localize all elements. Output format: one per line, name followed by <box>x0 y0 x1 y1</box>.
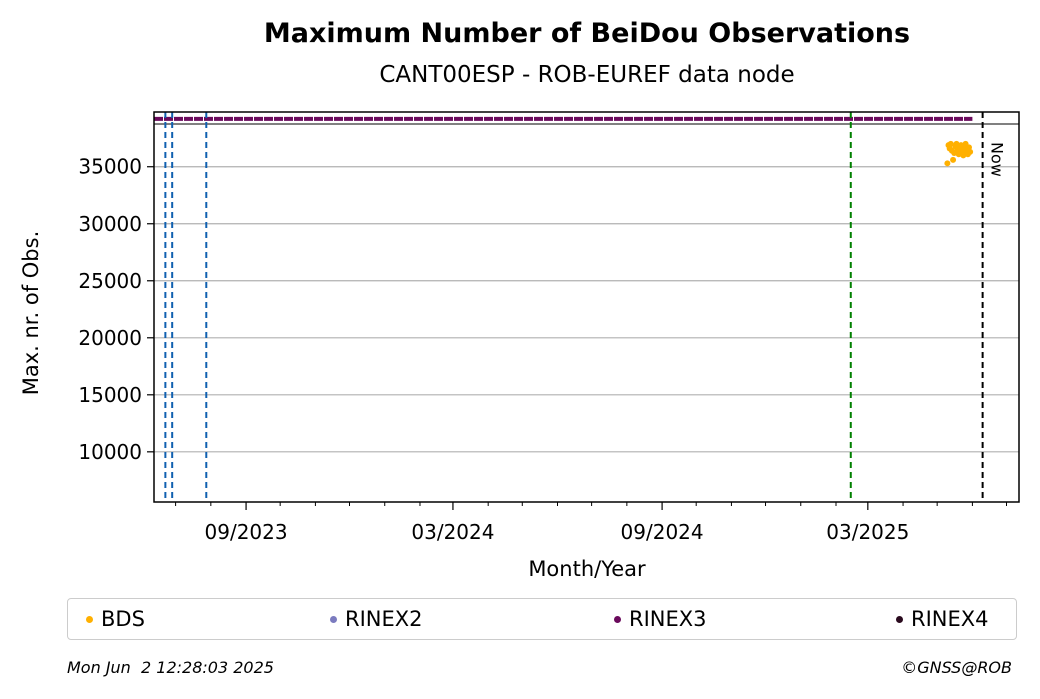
bds-point <box>967 148 974 155</box>
legend-label-bds: BDS <box>101 607 145 631</box>
x-tick-label: 03/2025 <box>826 520 909 544</box>
footer-timestamp: Mon Jun 2 12:28:03 2025 <box>67 658 274 677</box>
y-tick-label: 10000 <box>78 440 142 464</box>
x-tick-label: 09/2024 <box>621 520 704 544</box>
x-tick-label: 09/2023 <box>205 520 288 544</box>
rinex2-marker-icon <box>330 615 337 623</box>
chart-title: Maximum Number of BeiDou Observations <box>264 18 910 49</box>
plot-frame <box>153 111 1020 503</box>
bds-marker-icon <box>86 615 93 623</box>
legend: BDS RINEX2 RINEX3 RINEX4 <box>67 598 1017 640</box>
y-tick-label: 35000 <box>78 155 142 179</box>
y-tick-label: 30000 <box>78 212 142 236</box>
rinex3-marker-icon <box>614 615 621 623</box>
bds-point <box>960 152 967 159</box>
rinex4-marker-icon <box>896 615 903 623</box>
legend-item-rinex3: RINEX3 <box>614 599 707 639</box>
chart-subtitle: CANT00ESP - ROB-EUREF data node <box>379 62 794 88</box>
legend-item-bds: BDS <box>86 599 145 639</box>
legend-label-rinex3: RINEX3 <box>629 607 707 631</box>
legend-label-rinex2: RINEX2 <box>345 607 423 631</box>
legend-item-rinex2: RINEX2 <box>330 599 423 639</box>
bds-point <box>947 140 954 147</box>
y-axis-label: Max. nr. of Obs. <box>19 231 43 396</box>
now-label: Now <box>988 142 1007 177</box>
legend-item-rinex4: RINEX4 <box>896 599 989 639</box>
footer-copyright: ©GNSS@ROB <box>901 658 1012 677</box>
y-tick-label: 20000 <box>78 326 142 350</box>
bds-point <box>965 144 972 151</box>
y-tick-label: 15000 <box>78 383 142 407</box>
legend-label-rinex4: RINEX4 <box>911 607 989 631</box>
bds-point <box>950 156 957 163</box>
y-tick-label: 25000 <box>78 269 142 293</box>
plot-area: 10000 15000 20000 25000 30000 35000 09/2023 03/… <box>78 111 1020 544</box>
bds-point <box>944 160 951 167</box>
x-axis-label: Month/Year <box>528 557 646 581</box>
x-tick-label: 03/2024 <box>411 520 494 544</box>
